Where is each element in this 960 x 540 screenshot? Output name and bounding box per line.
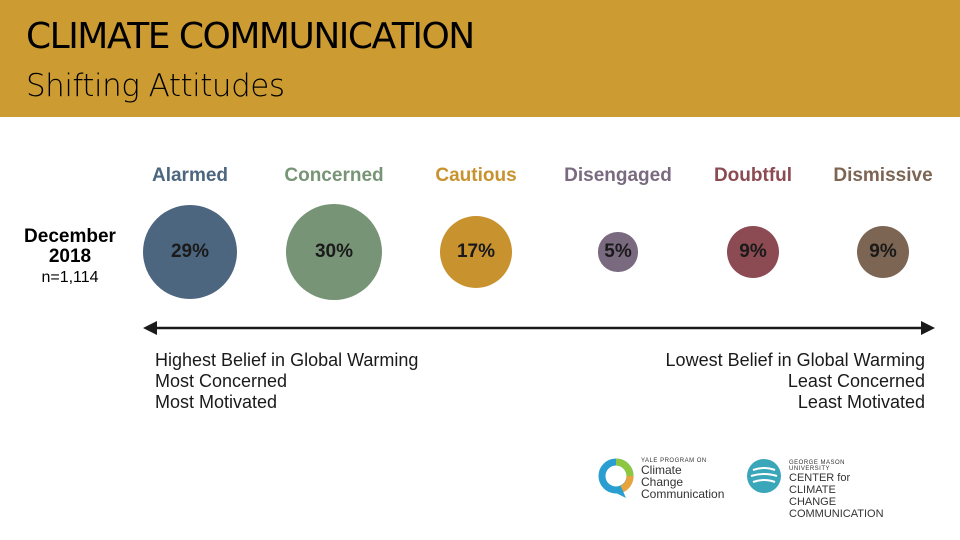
category-label: Concerned <box>284 165 384 186</box>
axis-arrow-left <box>143 321 157 335</box>
gmu-wave-icon <box>747 459 781 493</box>
category-label: Disengaged <box>564 165 672 186</box>
axis-left-line: Most Concerned <box>155 371 288 391</box>
yale-logo-small: YALE PROGRAM ON <box>641 458 707 464</box>
axis-right-line: Least Concerned <box>787 371 925 391</box>
bubble: 5% <box>598 232 638 272</box>
axis-right-line: Least Motivated <box>797 392 925 412</box>
survey-label: December 2018 n=1,114 <box>14 227 126 287</box>
bubble: 9% <box>856 225 910 279</box>
bubble-value-label: 9% <box>869 240 897 262</box>
bubble-value-label: 29% <box>170 240 209 262</box>
category-label: Doubtful <box>713 165 793 186</box>
category-label: Alarmed <box>151 165 229 186</box>
yale-logo-line1: Climate Change <box>641 463 684 489</box>
bubble-value-label: 30% <box>314 241 354 262</box>
bubble: 29% <box>142 204 238 300</box>
axis-arrow-right <box>921 321 935 335</box>
bubble-value-label: 9% <box>739 240 767 262</box>
sample-size: n=1,114 <box>41 269 99 286</box>
gmu-logo-line1: CENTER for CLIMATE CHANGE <box>789 472 851 508</box>
bubble: 30% <box>286 204 382 300</box>
gmu-logo-small: GEORGE MASON UNIVERSITY <box>789 460 846 472</box>
bubble: 17% <box>439 215 513 289</box>
axis-left-labels: Highest Belief in Global Warming Most Co… <box>155 350 418 413</box>
page-subtitle: Shifting Attitudes <box>26 68 285 104</box>
bubble-value-label: 17% <box>456 240 495 262</box>
title-banner: CLIMATE COMMUNICATION Shifting Attitudes <box>0 0 960 117</box>
yale-speech-bubble-icon <box>598 458 634 498</box>
page-title: CLIMATE COMMUNICATION <box>26 16 475 57</box>
survey-date: December 2018 <box>24 226 116 267</box>
bubble-value-label: 5% <box>604 240 632 262</box>
axis-left-line: Most Motivated <box>155 392 278 412</box>
axis-right-line: Lowest Belief in Global Warming <box>665 350 925 370</box>
bubble: 9% <box>726 225 780 279</box>
axis-right-labels: Lowest Belief in Global Warming Least Co… <box>666 350 925 413</box>
gmu-logo-line2: COMMUNICATION <box>789 508 884 520</box>
yale-logo-line2: Communication <box>641 487 725 501</box>
category-label: Dismissive <box>833 165 933 186</box>
axis-left-line: Highest Belief in Global Warming <box>155 350 419 370</box>
category-label: Cautious <box>435 165 517 186</box>
